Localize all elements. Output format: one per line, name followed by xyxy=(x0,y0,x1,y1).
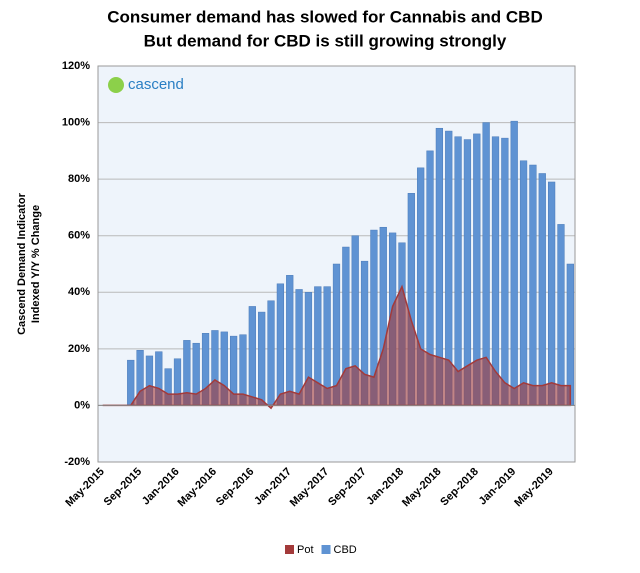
legend-swatch xyxy=(321,545,331,554)
bar xyxy=(127,359,135,406)
legend-label: Pot xyxy=(297,544,314,556)
bar xyxy=(566,263,574,406)
y-axis-label-line: Cascend Demand Indicator xyxy=(16,192,28,335)
bar xyxy=(276,283,284,406)
x-tick-label: May-2019 xyxy=(512,466,556,510)
bar xyxy=(454,136,462,406)
logo-icon xyxy=(108,77,124,93)
x-tick-label: Sep-2015 xyxy=(102,466,145,509)
x-tick-label: Sep-2016 xyxy=(214,466,257,509)
bar xyxy=(491,136,500,406)
bar xyxy=(548,181,556,406)
x-tick-label: Sep-2018 xyxy=(438,466,481,509)
x-tick-label: May-2015 xyxy=(63,466,107,510)
y-tick-label: -20% xyxy=(64,456,90,468)
y-tick-label: 60% xyxy=(68,230,90,242)
bar xyxy=(529,164,537,406)
x-tick-label: May-2017 xyxy=(288,466,332,510)
bar xyxy=(248,306,256,406)
y-tick-label: 100% xyxy=(62,116,90,128)
y-tick-label: 120% xyxy=(62,60,90,72)
bar xyxy=(501,137,509,406)
y-axis-label-line: Indexed Y/Y % Change xyxy=(30,205,42,323)
x-tick-label: Sep-2017 xyxy=(326,466,369,509)
area xyxy=(102,284,572,410)
bar xyxy=(286,275,294,406)
bar xyxy=(557,224,565,406)
legend-label: CBD xyxy=(334,544,357,556)
y-axis-label: Cascend Demand Indicator Indexed Y/Y % C… xyxy=(16,192,42,335)
bar xyxy=(510,120,518,406)
y-tick-label: 0% xyxy=(74,399,90,411)
y-tick-label: 40% xyxy=(68,286,90,298)
y-tick-label: 80% xyxy=(68,173,90,185)
chart-subtitle: But demand for CBD is still growing stro… xyxy=(144,31,507,50)
plot-border xyxy=(97,65,576,463)
chart-title: Consumer demand has slowed for Cannabis … xyxy=(107,7,542,26)
logo: cascend xyxy=(128,76,184,93)
x-tick-label: May-2016 xyxy=(176,466,220,510)
bar xyxy=(519,160,528,406)
bar xyxy=(538,173,546,406)
legend-swatch xyxy=(285,545,294,554)
y-tick-label: 20% xyxy=(68,343,90,355)
x-tick-label: May-2018 xyxy=(400,466,444,510)
bar xyxy=(267,300,275,406)
bar xyxy=(295,289,303,406)
bar xyxy=(258,311,266,406)
